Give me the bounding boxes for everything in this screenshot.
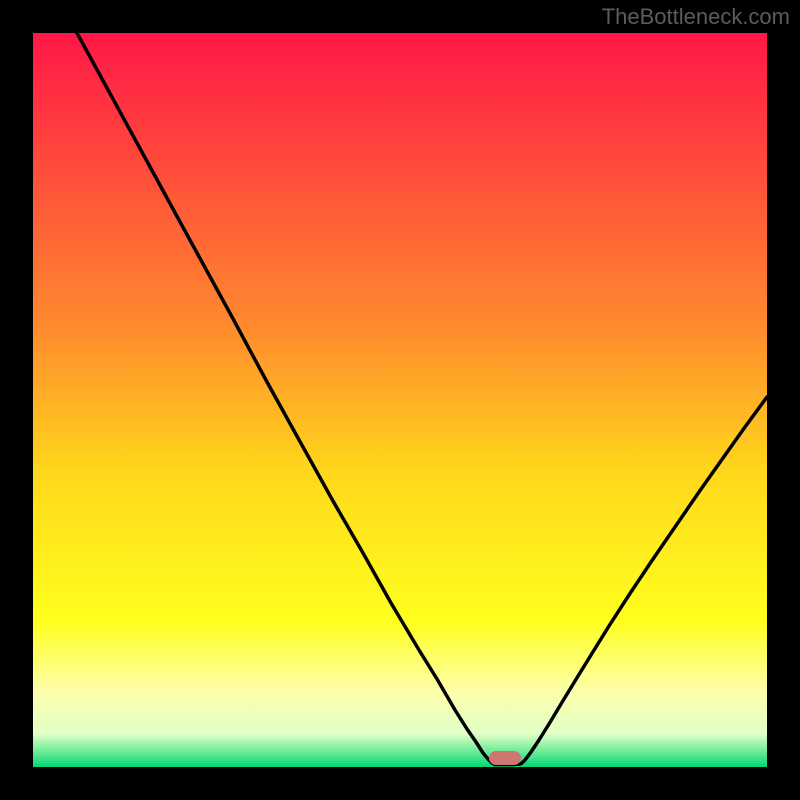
gradient-background xyxy=(33,33,767,767)
watermark-text: TheBottleneck.com xyxy=(602,4,790,30)
chart-frame: TheBottleneck.com xyxy=(0,0,800,800)
plot-area xyxy=(33,33,767,767)
optimal-point-marker xyxy=(489,751,521,765)
bottleneck-curve-chart xyxy=(33,33,767,767)
